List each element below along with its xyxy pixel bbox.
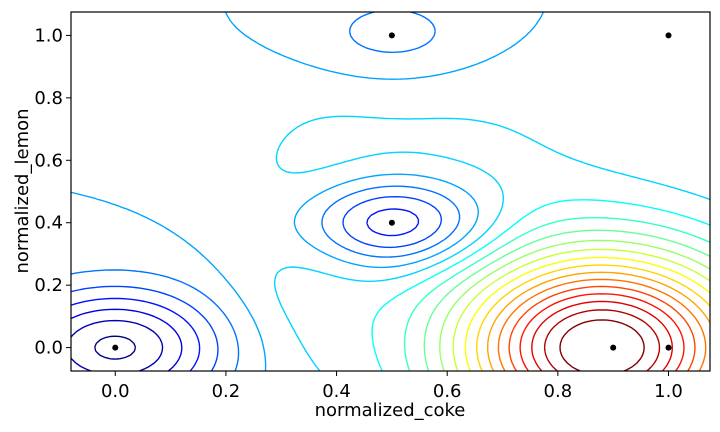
contour-level-10 xyxy=(423,229,710,371)
x-tick-label: 0.2 xyxy=(212,381,241,402)
contour-level-8 xyxy=(371,199,710,371)
x-tick-label: 0.4 xyxy=(322,381,351,402)
contour-level-12 xyxy=(452,248,710,371)
contour-level-3 xyxy=(71,208,420,371)
contour-level-11 xyxy=(439,239,710,371)
contour-level-1 xyxy=(71,319,164,371)
contour-level-6 xyxy=(71,12,545,371)
contour-level-5 xyxy=(71,12,461,371)
contour-level-13 xyxy=(464,256,710,371)
x-tick-label: 0.0 xyxy=(101,381,130,402)
contour-level-16 xyxy=(497,278,707,371)
x-axis-ticks: 0.0 0.2 0.4 0.6 0.8 1.0 xyxy=(101,371,683,402)
contour-level-0 xyxy=(94,335,137,360)
y-tick-label: 0.6 xyxy=(34,150,63,171)
y-tick-label: 0.2 xyxy=(34,275,63,296)
data-point-1 xyxy=(388,32,395,39)
x-tick-label: 0.8 xyxy=(544,381,573,402)
data-point-5 xyxy=(665,344,672,351)
contour-level-15 xyxy=(487,271,710,371)
x-axis-label: normalized_coke xyxy=(315,400,466,421)
plot-frame xyxy=(70,11,711,372)
data-points xyxy=(112,32,672,351)
x-tick-label: 0.6 xyxy=(433,381,462,402)
x-tick-label: 1.0 xyxy=(654,381,683,402)
contour-level-17 xyxy=(508,285,696,371)
contour-level-18 xyxy=(519,293,685,371)
contour-level-9 xyxy=(403,217,710,371)
y-tick-label: 1.0 xyxy=(34,25,63,46)
contour-level-4 xyxy=(71,196,443,371)
contour-level-19 xyxy=(531,300,673,371)
contour-level-21 xyxy=(559,319,645,371)
y-tick-label: 0.8 xyxy=(34,88,63,109)
data-point-3 xyxy=(388,219,395,226)
y-tick-label: 0.0 xyxy=(34,338,63,359)
data-point-0 xyxy=(112,344,119,351)
data-point-2 xyxy=(665,32,672,39)
plot-area xyxy=(71,12,710,371)
contour-lines xyxy=(71,12,710,371)
contour-level-7 xyxy=(273,115,710,371)
contour-level-14 xyxy=(476,264,710,371)
y-tick-label: 0.4 xyxy=(34,213,63,234)
contour-level-20 xyxy=(543,309,661,371)
y-axis-label: normalized_lemon xyxy=(12,108,33,273)
data-point-4 xyxy=(610,344,617,351)
y-axis-ticks: 0.0 0.2 0.4 0.6 0.8 1.0 xyxy=(34,25,71,359)
